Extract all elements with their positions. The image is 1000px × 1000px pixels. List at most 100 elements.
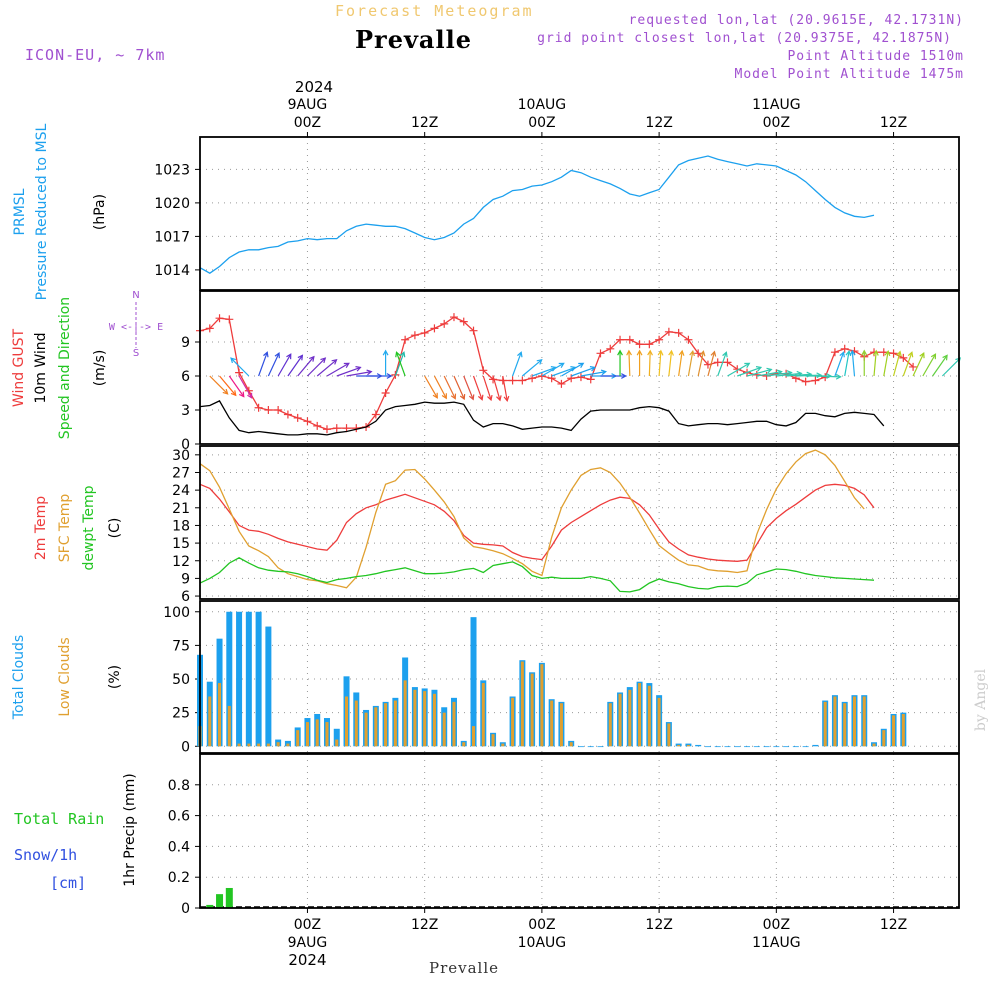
total-cloud-bar (792, 746, 799, 748)
gust-marker (313, 421, 322, 430)
gust-marker (723, 358, 732, 367)
rain-bar (216, 894, 224, 908)
compass-s: S (133, 348, 139, 359)
wind-arrow (219, 375, 237, 396)
temp-unit-label: (C) (107, 518, 123, 539)
y-tick-label: 50 (172, 672, 190, 688)
wind-arrow (336, 366, 361, 377)
wind-arrow (394, 352, 405, 377)
wind-arrow-head (331, 358, 338, 365)
y-tick-label: 18 (172, 518, 190, 534)
panels-layer: 1014101710201023036969121518212427300255… (154, 97, 962, 969)
wind-arrow (346, 371, 372, 377)
wind-arrow-head (636, 349, 643, 356)
gust-marker (225, 315, 234, 324)
wind-arrow (756, 371, 782, 377)
wind-arrow (521, 359, 543, 377)
panel-5: 0 0.2 0.4 0.6 0.8 (168, 753, 960, 917)
wind-arrow-head (839, 351, 845, 358)
model-altitude: Model Point Altitude 1475m (735, 67, 965, 82)
total-cloud-bar (255, 611, 262, 747)
series-sfc-temp (199, 449, 865, 589)
series-prmsl (199, 155, 875, 274)
compass-n: N (132, 290, 139, 301)
low-cloud-bar (384, 703, 388, 747)
gust-marker (645, 340, 654, 349)
low-cloud-bar (491, 734, 495, 747)
wind-arrow (786, 373, 812, 377)
low-cloud-bar (364, 712, 368, 747)
low-cloud-bar (843, 703, 847, 747)
bottom-date-label: 11AUG (752, 935, 801, 951)
total-cloud-bar (763, 746, 770, 748)
wind-arrow (687, 351, 694, 377)
gust-marker (420, 328, 429, 337)
gust-marker (840, 344, 849, 353)
total-cloud-bar (587, 746, 594, 748)
y-tick-label: 75 (172, 638, 190, 654)
wind-arrow-head (678, 349, 685, 356)
gust-marker (303, 417, 312, 426)
wind-arrow-head (668, 349, 674, 356)
wind-arrow (834, 352, 845, 377)
wind-arrow-head (441, 393, 447, 400)
low-cloud-bar (628, 689, 632, 747)
top-time-label: 00Z (528, 115, 555, 131)
wind-arrow-head (849, 349, 856, 356)
low-cloud-bar (511, 697, 515, 747)
wind-arrow (776, 372, 802, 377)
gust-marker (596, 349, 605, 358)
panel-frame (199, 290, 960, 445)
low-cloud-bar (432, 693, 436, 747)
low-cloud-bar (335, 739, 339, 747)
wind-arrow (492, 375, 501, 401)
gust-marker (616, 335, 625, 344)
wind-arrow (230, 357, 250, 377)
low-cloud-bar (286, 743, 290, 747)
low-cloud-bar (501, 743, 505, 747)
y-tick-label: 15 (172, 536, 190, 552)
wind-arrow-head (907, 351, 914, 358)
y-tick-label: 6 (181, 369, 190, 385)
y-tick-label: 12 (172, 554, 190, 570)
y-tick-label: 0.4 (168, 839, 190, 855)
total-cloud-bar (236, 611, 243, 747)
wind-arrow (238, 375, 253, 399)
wind-arrow-head (872, 349, 879, 356)
gust-marker (274, 406, 283, 414)
wind-arrow-head (589, 366, 597, 372)
wind-arrow-head (239, 391, 245, 398)
y-tick-label: 0.6 (168, 809, 190, 825)
wind-arrow-head (699, 350, 706, 357)
watermark: by Angel (973, 668, 989, 731)
y-tick-label: 0.8 (168, 778, 190, 794)
wind-arrow-head (366, 369, 373, 376)
wind-arrow (922, 353, 936, 377)
gust-marker (332, 424, 341, 433)
wind-arrow (912, 352, 925, 377)
low-cloud-bar (647, 685, 651, 747)
wind-arrow-head (222, 388, 229, 395)
low-cloud-bar (882, 730, 886, 747)
pressure-desc-label: Pressure Reduced to MSL (34, 123, 50, 300)
wind-arrow (512, 352, 522, 377)
total-cloud-bar (597, 746, 604, 748)
wind-arrow-head (755, 366, 763, 372)
gust-marker (410, 331, 419, 340)
low-cloud-bar (403, 680, 407, 747)
wind-arrow-head (942, 354, 948, 361)
wind-arrow (228, 375, 245, 397)
y-tick-label: 0.2 (168, 870, 190, 886)
subtitle-text: Forecast Meteogram (335, 2, 534, 20)
low-cloud-bar (559, 703, 563, 747)
wind-arrow (580, 371, 606, 377)
low-cloud-bar (354, 700, 358, 747)
snow-unit-label: [cm] (50, 874, 86, 892)
y-tick-label: 27 (172, 465, 190, 481)
gust-marker (694, 349, 703, 358)
wind-arrow (851, 350, 856, 377)
gust-marker (264, 406, 273, 414)
axis-labels-layer: PRMSL Pressure Reduced to MSL (hPa) Wind… (11, 123, 163, 892)
prmsl-label: PRMSL (12, 188, 28, 235)
